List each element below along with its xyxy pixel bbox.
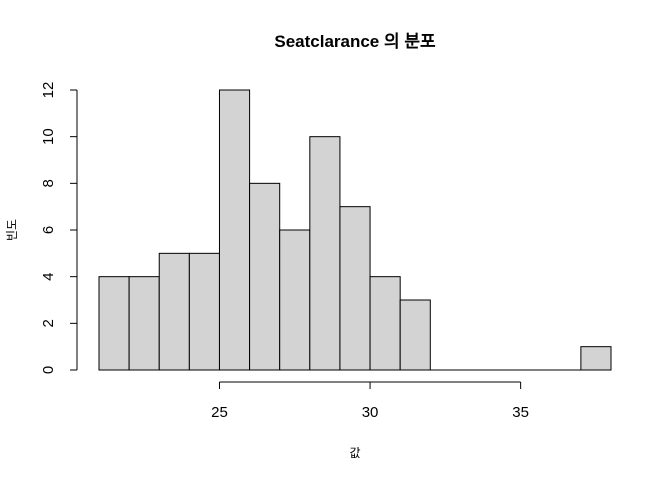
histogram-bar	[309, 136, 341, 371]
histogram-bar	[158, 252, 190, 371]
histogram-bar	[369, 276, 401, 371]
x-axis: 25 30 35	[211, 381, 529, 421]
histogram-bar	[249, 182, 281, 371]
x-axis-label: 값	[349, 446, 360, 460]
y-tick-label: 4	[40, 272, 57, 280]
histogram-bar	[399, 299, 431, 371]
y-tick-label: 6	[40, 226, 57, 234]
bars-group	[98, 89, 612, 371]
y-tick-label: 12	[40, 82, 57, 99]
y-axis-label: 빈도	[5, 219, 19, 241]
y-tick-label: 0	[40, 366, 57, 374]
histogram-bar	[580, 346, 612, 371]
y-axis: 0 2 4 6 8 10 12	[40, 82, 78, 374]
histogram-bar	[188, 252, 220, 371]
histogram-bar	[339, 206, 371, 371]
chart-title: Seatclarance 의 분포	[274, 32, 436, 51]
histogram-bar	[128, 276, 160, 371]
histogram-bar	[98, 276, 130, 371]
x-tick-label: 25	[211, 404, 228, 421]
x-tick-label: 35	[512, 404, 529, 421]
y-tick-label: 10	[40, 128, 57, 145]
histogram-bar	[279, 229, 311, 371]
x-tick-label: 30	[362, 404, 379, 421]
y-tick-label: 2	[40, 319, 57, 327]
y-tick-label: 8	[40, 179, 57, 187]
histogram-bar	[218, 89, 251, 371]
